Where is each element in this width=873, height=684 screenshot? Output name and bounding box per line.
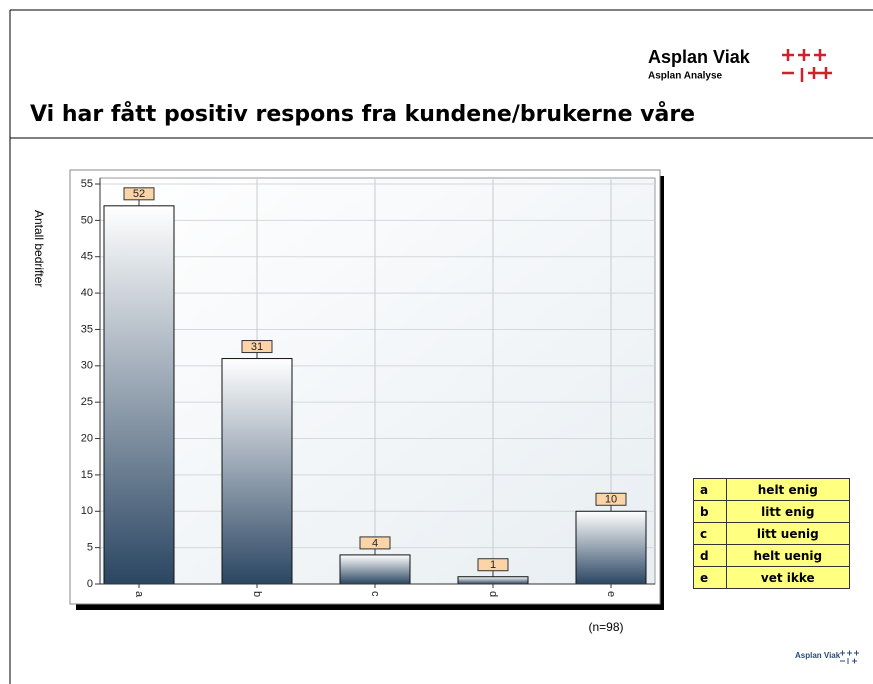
legend-key: e (693, 566, 727, 589)
legend-key: d (693, 544, 727, 567)
legend-text: helt enig (725, 478, 851, 501)
plot-area (99, 177, 656, 585)
value-label: 4 (372, 537, 378, 549)
x-tick-label: a (133, 591, 145, 598)
footer-logo: Asplan Viak (795, 651, 841, 660)
legend-row: b litt enig (693, 500, 851, 523)
legend-key: a (693, 478, 727, 501)
value-label: 10 (605, 494, 617, 506)
value-label: 52 (133, 188, 145, 200)
value-label-box (241, 340, 273, 354)
legend-key: b (693, 500, 727, 523)
x-tick-label: e (605, 591, 617, 597)
legend-text: helt uenig (725, 544, 851, 567)
logo-name: Asplan Viak (648, 47, 751, 67)
y-tick-label: 55 (81, 178, 93, 190)
y-tick-label: 25 (81, 396, 93, 408)
bar (575, 510, 647, 585)
legend-row: a helt enig (693, 478, 851, 501)
x-tick-label: d (487, 591, 499, 597)
bar (457, 576, 529, 585)
y-tick-label: 45 (81, 251, 93, 263)
bar (103, 205, 175, 585)
value-label: 31 (251, 341, 263, 353)
y-tick-label: 10 (81, 505, 93, 517)
legend-key: c (693, 522, 727, 545)
y-tick-label: 20 (81, 432, 93, 444)
slide-title: Vi har fått positiv respons fra kundene/… (30, 101, 695, 127)
x-tick-label: b (251, 591, 263, 597)
y-tick-label: 40 (81, 287, 93, 299)
value-label: 1 (490, 559, 496, 571)
legend-text: litt uenig (725, 522, 851, 545)
y-tick-label: 15 (81, 469, 93, 481)
legend-row: e vet ikke (693, 566, 851, 589)
bar (339, 554, 411, 585)
logo-marks (782, 49, 832, 82)
bar (221, 358, 293, 585)
value-label-box (595, 492, 627, 506)
sample-note: (n=98) (588, 620, 623, 634)
y-tick-label: 50 (81, 214, 93, 226)
y-tick-label: 30 (81, 360, 93, 372)
x-tick-label: c (369, 591, 381, 597)
legend-text: litt enig (725, 500, 851, 523)
logo-sub: Asplan Analyse (648, 71, 723, 82)
value-label-box (359, 536, 391, 550)
y-axis-label: Antall bedrifter (32, 210, 46, 287)
value-label-box (123, 187, 155, 201)
legend-text: vet ikke (725, 566, 851, 589)
legend-row: d helt uenig (693, 544, 851, 567)
footer-logo-marks (840, 650, 859, 664)
y-tick-label: 5 (87, 542, 93, 554)
legend-row: c litt uenig (693, 522, 851, 545)
y-tick-label: 35 (81, 323, 93, 335)
y-tick-label: 0 (87, 578, 93, 590)
value-label-box (477, 558, 509, 572)
legend-table: a helt enig b litt enig c litt uenig d helt uen… (693, 478, 851, 589)
